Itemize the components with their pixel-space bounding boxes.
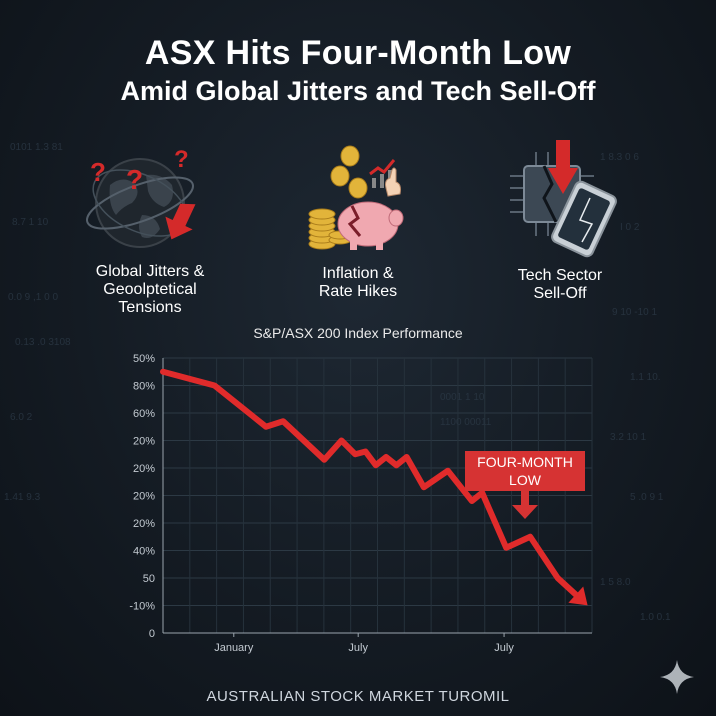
y-tick-label: 40% [133,546,155,558]
driver-caption-global: Global Jitters & Geoolptetical Tensions [60,263,240,317]
y-tick-label: 20% [133,518,155,530]
four-month-low-callout: FOUR-MONTH LOW [465,451,585,519]
driver-caption-tech: Tech Sector Sell-Off [470,267,650,303]
y-tick-label: 50% [133,353,155,365]
y-tick-label: -10% [129,601,155,613]
callout-arrow-stem [521,491,529,505]
y-tick-label: 20% [133,463,155,475]
series-group [160,368,588,606]
callout-line-2: LOW [509,472,542,488]
y-tick-label: 60% [133,408,155,420]
chart-axes [162,358,592,634]
x-tick-labels: January July July [214,633,514,654]
headline-line-1: ASX Hits Four-Month Low [144,34,572,72]
x-tick-label: January [214,642,254,654]
callout-line-1: FOUR-MONTH [477,454,573,470]
sparkle-icon [660,660,694,694]
driver-caption-inflation: Inflation & Rate Hikes [268,265,448,301]
y-tick-label: 50 [143,573,155,585]
globe-question-icon: ? ? ? [82,145,202,260]
caption-line: Inflation & [322,265,394,282]
y-tick-label: 20% [133,491,155,503]
y-tick-label: 20% [133,436,155,448]
headline-line-2: Amid Global Jitters and Tech Sell-Off [120,76,596,106]
caption-line: Global Jitters & [95,263,205,280]
caption-line: Sell-Off [533,285,587,302]
svg-text:?: ? [90,157,106,187]
broken-chip-phone-icon [500,138,625,263]
svg-text:?: ? [126,164,143,195]
series-arrowhead [568,586,588,606]
y-tick-label: 80% [133,381,155,393]
svg-text:?: ? [174,146,189,173]
footer-caption: AUSTRALIAN STOCK MARKET TUROMIL [206,688,510,705]
caption-line: Tensions [118,299,182,316]
y-tick-labels: 50% 80% 60% 20% 20% 20% 20% 40% 50 -10% 0 [129,353,155,640]
caption-line: Tech Sector [517,267,603,284]
y-tick-label: 0 [149,628,155,640]
callout-arrow-head [512,505,538,519]
caption-line: Rate Hikes [318,283,398,300]
chart-title: S&P/ASX 200 Index Performance [253,325,463,341]
callout-box [465,451,585,491]
broken-piggy-bank-coins-icon [300,140,410,260]
x-tick-label: July [348,642,368,654]
x-tick-label: July [494,642,514,654]
caption-line: Geoolptetical [103,281,197,298]
